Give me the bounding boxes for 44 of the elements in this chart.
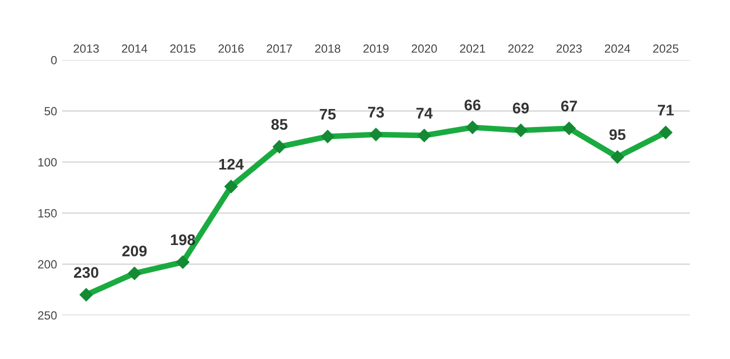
data-label: 74 <box>416 108 433 118</box>
y-tick-label: 50 <box>44 107 57 116</box>
point <box>418 128 431 142</box>
y-tick-label: 150 <box>38 209 57 218</box>
x-tick-label: 2013 <box>74 44 99 53</box>
data-label: 67 <box>561 100 577 112</box>
data-label: 85 <box>271 119 288 130</box>
point <box>80 288 93 302</box>
data-label: 66 <box>464 100 480 110</box>
point <box>369 128 383 142</box>
y-tick-label: 0 <box>51 56 57 64</box>
data-label: 73 <box>368 106 384 118</box>
x-tick-label: 2024 <box>604 44 630 53</box>
data-label: 95 <box>609 129 626 140</box>
point <box>610 150 624 164</box>
data-label: 75 <box>320 108 336 120</box>
data-label: 69 <box>512 102 529 114</box>
x-tick-label: 2016 <box>218 44 244 53</box>
x-tick-label: 2021 <box>460 44 486 53</box>
data-label: 209 <box>122 246 147 256</box>
data-label: 71 <box>658 104 674 116</box>
point <box>176 256 190 269</box>
point <box>272 140 286 154</box>
point <box>659 126 672 140</box>
x-tick-label: 2017 <box>266 44 292 53</box>
x-tick-label: 2015 <box>170 44 196 53</box>
point <box>321 130 334 144</box>
x-tick-label: 2018 <box>315 44 340 53</box>
point <box>128 266 142 280</box>
y-tick-label: 250 <box>38 311 57 320</box>
x-tick-label: 2014 <box>122 44 148 53</box>
x-tick-label: 2025 <box>653 44 678 53</box>
point <box>466 120 480 134</box>
x-tick-label: 2019 <box>363 44 389 53</box>
x-tick-label: 2023 <box>556 44 582 53</box>
x-tick-label: 2020 <box>412 44 437 53</box>
point <box>562 122 576 135</box>
point <box>224 180 238 194</box>
y-tick-label: 200 <box>38 260 57 269</box>
data-label: 230 <box>74 267 98 278</box>
x-tick-label: 2022 <box>508 44 534 53</box>
point <box>514 124 528 137</box>
data-label: 124 <box>219 158 244 170</box>
y-tick-label: 100 <box>38 158 57 166</box>
